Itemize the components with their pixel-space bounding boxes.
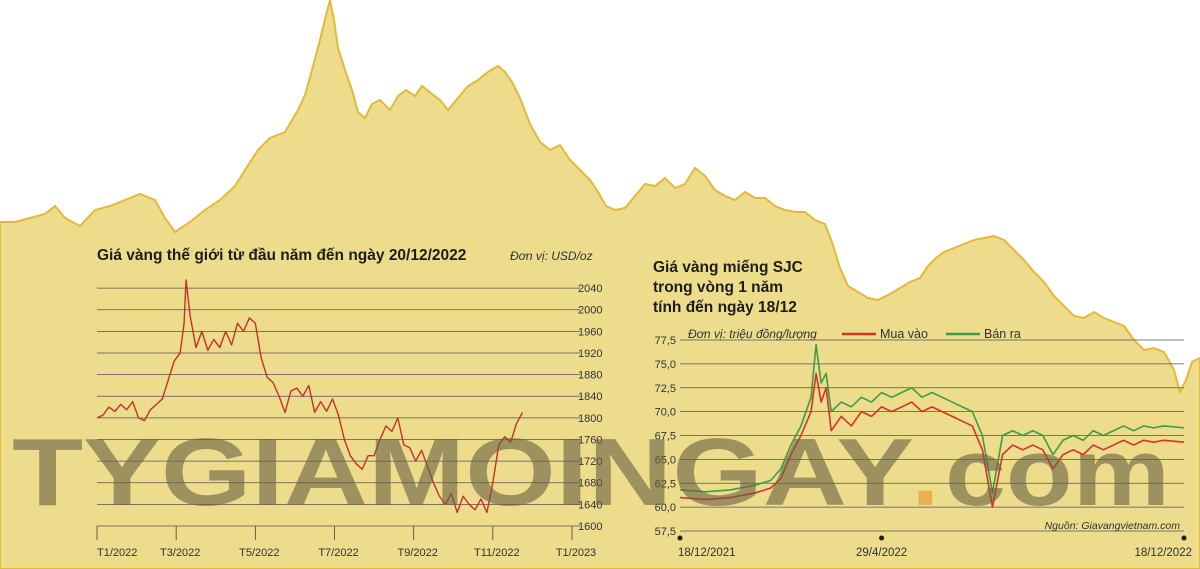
world-x-tick-label: T7/2022 (318, 547, 358, 559)
sjc-y-tick-label: 77,5 (655, 335, 676, 347)
sjc-x-tick-dot (879, 535, 885, 541)
sjc-chart-unit: Đơn vị: triệu đồng/lượng (688, 327, 817, 341)
sjc-chart-series (679, 343, 1185, 508)
sjc-y-tick-label: 65,0 (655, 454, 676, 466)
sjc-y-tick-label: 57,5 (655, 526, 676, 538)
watermark-dot: . (912, 419, 939, 526)
sjc-y-tick-label: 62,5 (655, 478, 676, 490)
world-y-tick-label: 1640 (578, 499, 602, 511)
sjc-chart-title-line-3: tính đến ngày 18/12 (653, 299, 797, 316)
sjc-y-tick-label: 72,5 (655, 383, 676, 395)
legend-sell-label: Bán ra (984, 327, 1021, 341)
sjc-x-tick-dot (677, 535, 683, 541)
sjc-x-tick-dot (1181, 535, 1187, 541)
world-chart-series (96, 279, 524, 514)
world-x-tick-label: T3/2022 (160, 547, 200, 559)
sjc-y-tick-label: 70,0 (655, 407, 676, 419)
watermark-main: TYGIAMOINGAY (12, 419, 914, 526)
world-x-tick-label: T11/2022 (474, 547, 520, 559)
world-x-tick-label: T9/2022 (397, 547, 437, 559)
sjc-chart-x-ticks: 18/12/2021 29/4/2022 18/12/2022 (677, 535, 1192, 559)
world-y-tick-label: 1840 (578, 391, 602, 403)
sjc-x-tick-label: 18/12/2022 (1134, 547, 1192, 559)
sjc-y-tick-label: 75,0 (655, 359, 676, 371)
watermark: TYGIAMOINGAY . com (12, 419, 1170, 526)
sjc-chart-title-line-1: Giá vàng miếng SJC (653, 259, 803, 276)
sjc-chart-y-ticks: 57,5 60,0 62,5 65,0 67,5 70,0 72,5 75,0 77,5 (655, 335, 676, 538)
world-y-tick-label: 1920 (578, 348, 602, 360)
world-price-line (96, 279, 524, 514)
world-y-tick-label: 1720 (578, 456, 602, 468)
world-gold-chart: Giá vàng thế giới từ đầu năm đến ngày 20… (96, 247, 602, 559)
sjc-gold-chart: Giá vàng miếng SJC trong vòng 1 năm tính… (653, 259, 1192, 559)
watermark-suffix: com (945, 419, 1170, 526)
sjc-chart-source: Nguồn: Giavangvietnam.com (1045, 520, 1181, 532)
world-y-tick-label: 1880 (578, 370, 602, 382)
world-y-tick-label: 2040 (578, 283, 602, 295)
sjc-y-tick-label: 67,5 (655, 431, 676, 443)
world-y-tick-label: 1800 (578, 413, 602, 425)
world-x-tick-label: T1/2022 (97, 547, 137, 559)
world-x-tick-label: T1/2023 (556, 547, 596, 559)
world-y-tick-label: 2000 (578, 305, 602, 317)
sjc-chart-title-line-2: trong vòng 1 năm (653, 279, 783, 296)
world-y-tick-label: 1960 (578, 326, 602, 338)
world-chart-title: Giá vàng thế giới từ đầu năm đến ngày 20… (97, 247, 466, 264)
world-y-tick-label: 1760 (578, 434, 602, 446)
sjc-y-tick-label: 60,0 (655, 502, 676, 514)
sjc-x-tick-label: 18/12/2021 (678, 547, 736, 559)
sjc-x-tick-label: 29/4/2022 (856, 547, 907, 559)
sjc-sell-line (679, 343, 1185, 494)
legend-buy-label: Mua vào (880, 327, 928, 341)
sjc-chart-grid (680, 339, 1184, 532)
world-y-tick-label: 1600 (578, 521, 602, 533)
world-x-tick-label: T5/2022 (239, 547, 279, 559)
world-y-tick-label: 1680 (578, 478, 602, 490)
world-chart-y-ticks: 1600 1640 1680 1720 1760 1800 1840 1880 1920 1960… (578, 283, 602, 533)
sjc-buy-line (679, 372, 1185, 508)
world-chart-x-ticks: T1/2022 T3/2022 T5/2022 T7/2022 T9/2022 T11/2… (96, 526, 596, 559)
world-chart-unit: Đơn vị: USD/oz (510, 249, 593, 263)
